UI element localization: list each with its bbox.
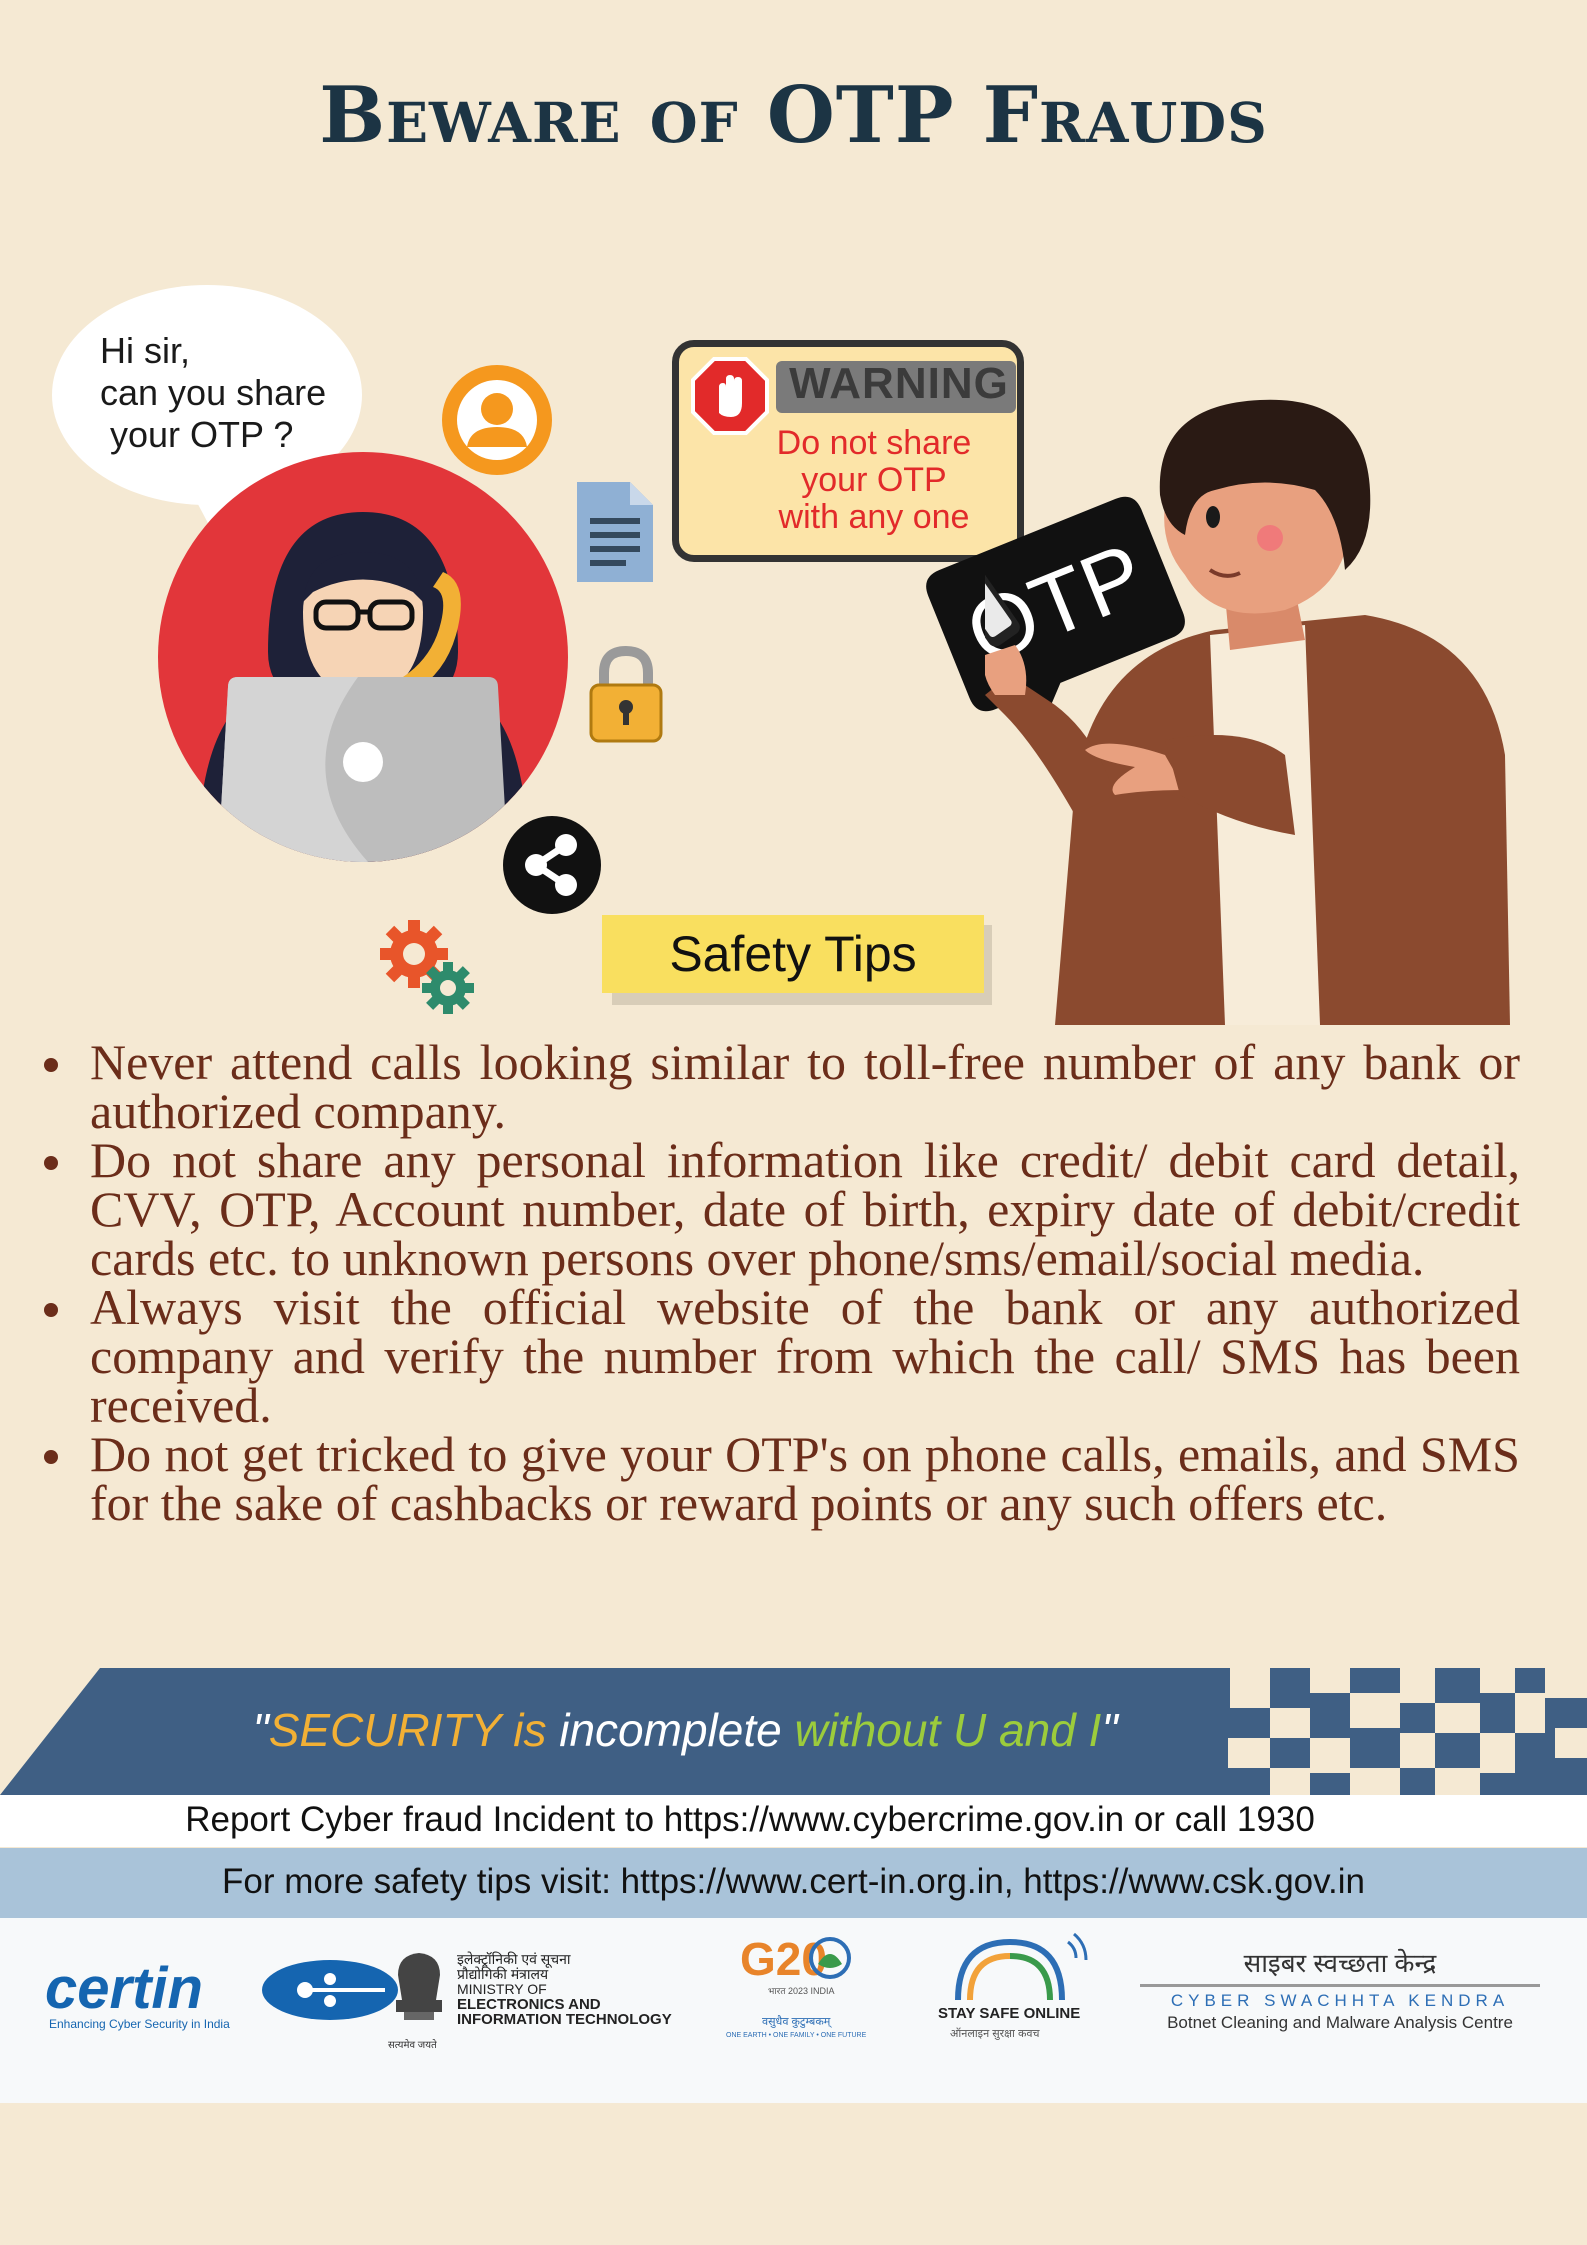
certin-tagline: Enhancing Cyber Security in India <box>49 2017 230 2031</box>
csk-tagline: Botnet Cleaning and Malware Analysis Cen… <box>1167 2013 1513 2032</box>
stay-safe-hindi: ऑनलाइन सुरक्षा कवच <box>950 2028 1040 2040</box>
warning-header-bar <box>776 361 1016 413</box>
lock-icon <box>589 645 663 743</box>
csk-hindi: साइबर स्वच्छता केन्द्र <box>1243 1948 1437 1978</box>
meity-logo: इलेक्ट्रॉनिकी एवं सूचना प्रौद्योगिकी मंत… <box>457 1951 717 2028</box>
slogan-banner <box>0 1668 1587 1795</box>
quote-open: " <box>252 1704 269 1756</box>
warning-line-3: with any one <box>778 498 970 536</box>
national-emblem-icon <box>396 1953 442 2020</box>
certin-swoosh-icon <box>262 1960 398 2020</box>
meity-hindi: इलेक्ट्रॉनिकी एवं सूचना प्रौद्योगिकी मंत… <box>457 1951 571 1982</box>
g20-lotus-icon <box>809 1937 851 1979</box>
g20-tagline: ONE EARTH • ONE FAMILY • ONE FUTURE <box>726 2032 867 2039</box>
hacker-icon <box>198 512 528 862</box>
report-strip <box>0 1795 1587 1847</box>
hacker-illustration <box>158 452 568 862</box>
certin-logo: certin Enhancing Cyber Security in India <box>45 1955 398 2031</box>
meity-line-2: ELECTRONICS AND <box>457 1996 601 2013</box>
warning-line-2: your OTP <box>801 461 947 499</box>
gears-icon <box>380 920 474 1014</box>
warning-sign: WARNING Do not share your OTP with any o… <box>672 340 1024 562</box>
person-illustration <box>985 399 1510 1025</box>
more-tips-strip <box>0 1848 1587 1918</box>
document-icon <box>577 482 653 582</box>
bubble-line-3: your OTP ? <box>110 414 294 455</box>
tip-item-3: Always visit the official website of the… <box>44 1279 1520 1433</box>
warning-line-1: Do not share <box>776 424 972 462</box>
bubble-line-2: can you share <box>100 372 327 413</box>
warning-message: Do not share your OTP with any one <box>739 425 1009 536</box>
meity-line-1: MINISTRY OF <box>457 1981 547 1997</box>
stop-hand-icon <box>691 357 769 435</box>
tip-item-2: Do not share any personal information li… <box>44 1132 1520 1286</box>
meity-line-3: INFORMATION TECHNOLOGY <box>457 2011 672 2028</box>
meity-motto: सत्यमेव जयते <box>388 2040 437 2051</box>
g20-hindi: वसुधैव कुटुम्बकम् <box>762 2016 831 2028</box>
g20-logo: G20 भारत 2023 INDIA वसुधैव कुटुम्बकम् ON… <box>720 1932 870 2047</box>
csk-logo: साइबर स्वच्छता केन्द्र CYBER SWACHHTA KE… <box>1140 1944 1540 2033</box>
stay-safe-online-icon <box>955 1932 1088 2001</box>
bubble-line-1: Hi sir, <box>100 330 190 371</box>
slogan-text: "SECURITY is incomplete without U and I" <box>0 1703 1370 1757</box>
stay-safe-title: STAY SAFE ONLINE <box>938 2005 1081 2022</box>
page-title: Beware of OTP Frauds <box>319 70 1268 161</box>
speech-bubble-text: Hi sir, can you share your OTP ? <box>100 330 370 456</box>
tip-item-1: Never attend calls looking similar to to… <box>44 1034 1520 1139</box>
safety-tips-list: Never attend calls looking similar to to… <box>40 1034 1520 1531</box>
slogan-without: without U and I <box>794 1704 1102 1756</box>
tip-item-4: Do not get tricked to give your OTP's on… <box>44 1426 1520 1531</box>
csk-name: CYBER SWACHHTA KENDRA <box>1170 1991 1510 2010</box>
share-icon <box>503 816 601 914</box>
warning-title: WARNING <box>789 359 1009 408</box>
user-icon <box>442 365 552 475</box>
safety-tips-label: Safety Tips <box>602 915 984 993</box>
certin-name: certin <box>45 1956 203 2021</box>
slogan-incomplete: incomplete <box>546 1704 795 1756</box>
g20-sub: भारत 2023 INDIA <box>768 1986 835 1996</box>
slogan-security: SECURITY is <box>268 1704 547 1756</box>
report-incident-text: Report Cyber fraud Incident to https://w… <box>185 1800 1315 1839</box>
more-tips-text: For more safety tips visit: https://www.… <box>221 1862 1366 1901</box>
quote-close: " <box>1101 1704 1118 1756</box>
logos-strip <box>0 1918 1587 2103</box>
csk-divider <box>1140 1984 1540 1987</box>
